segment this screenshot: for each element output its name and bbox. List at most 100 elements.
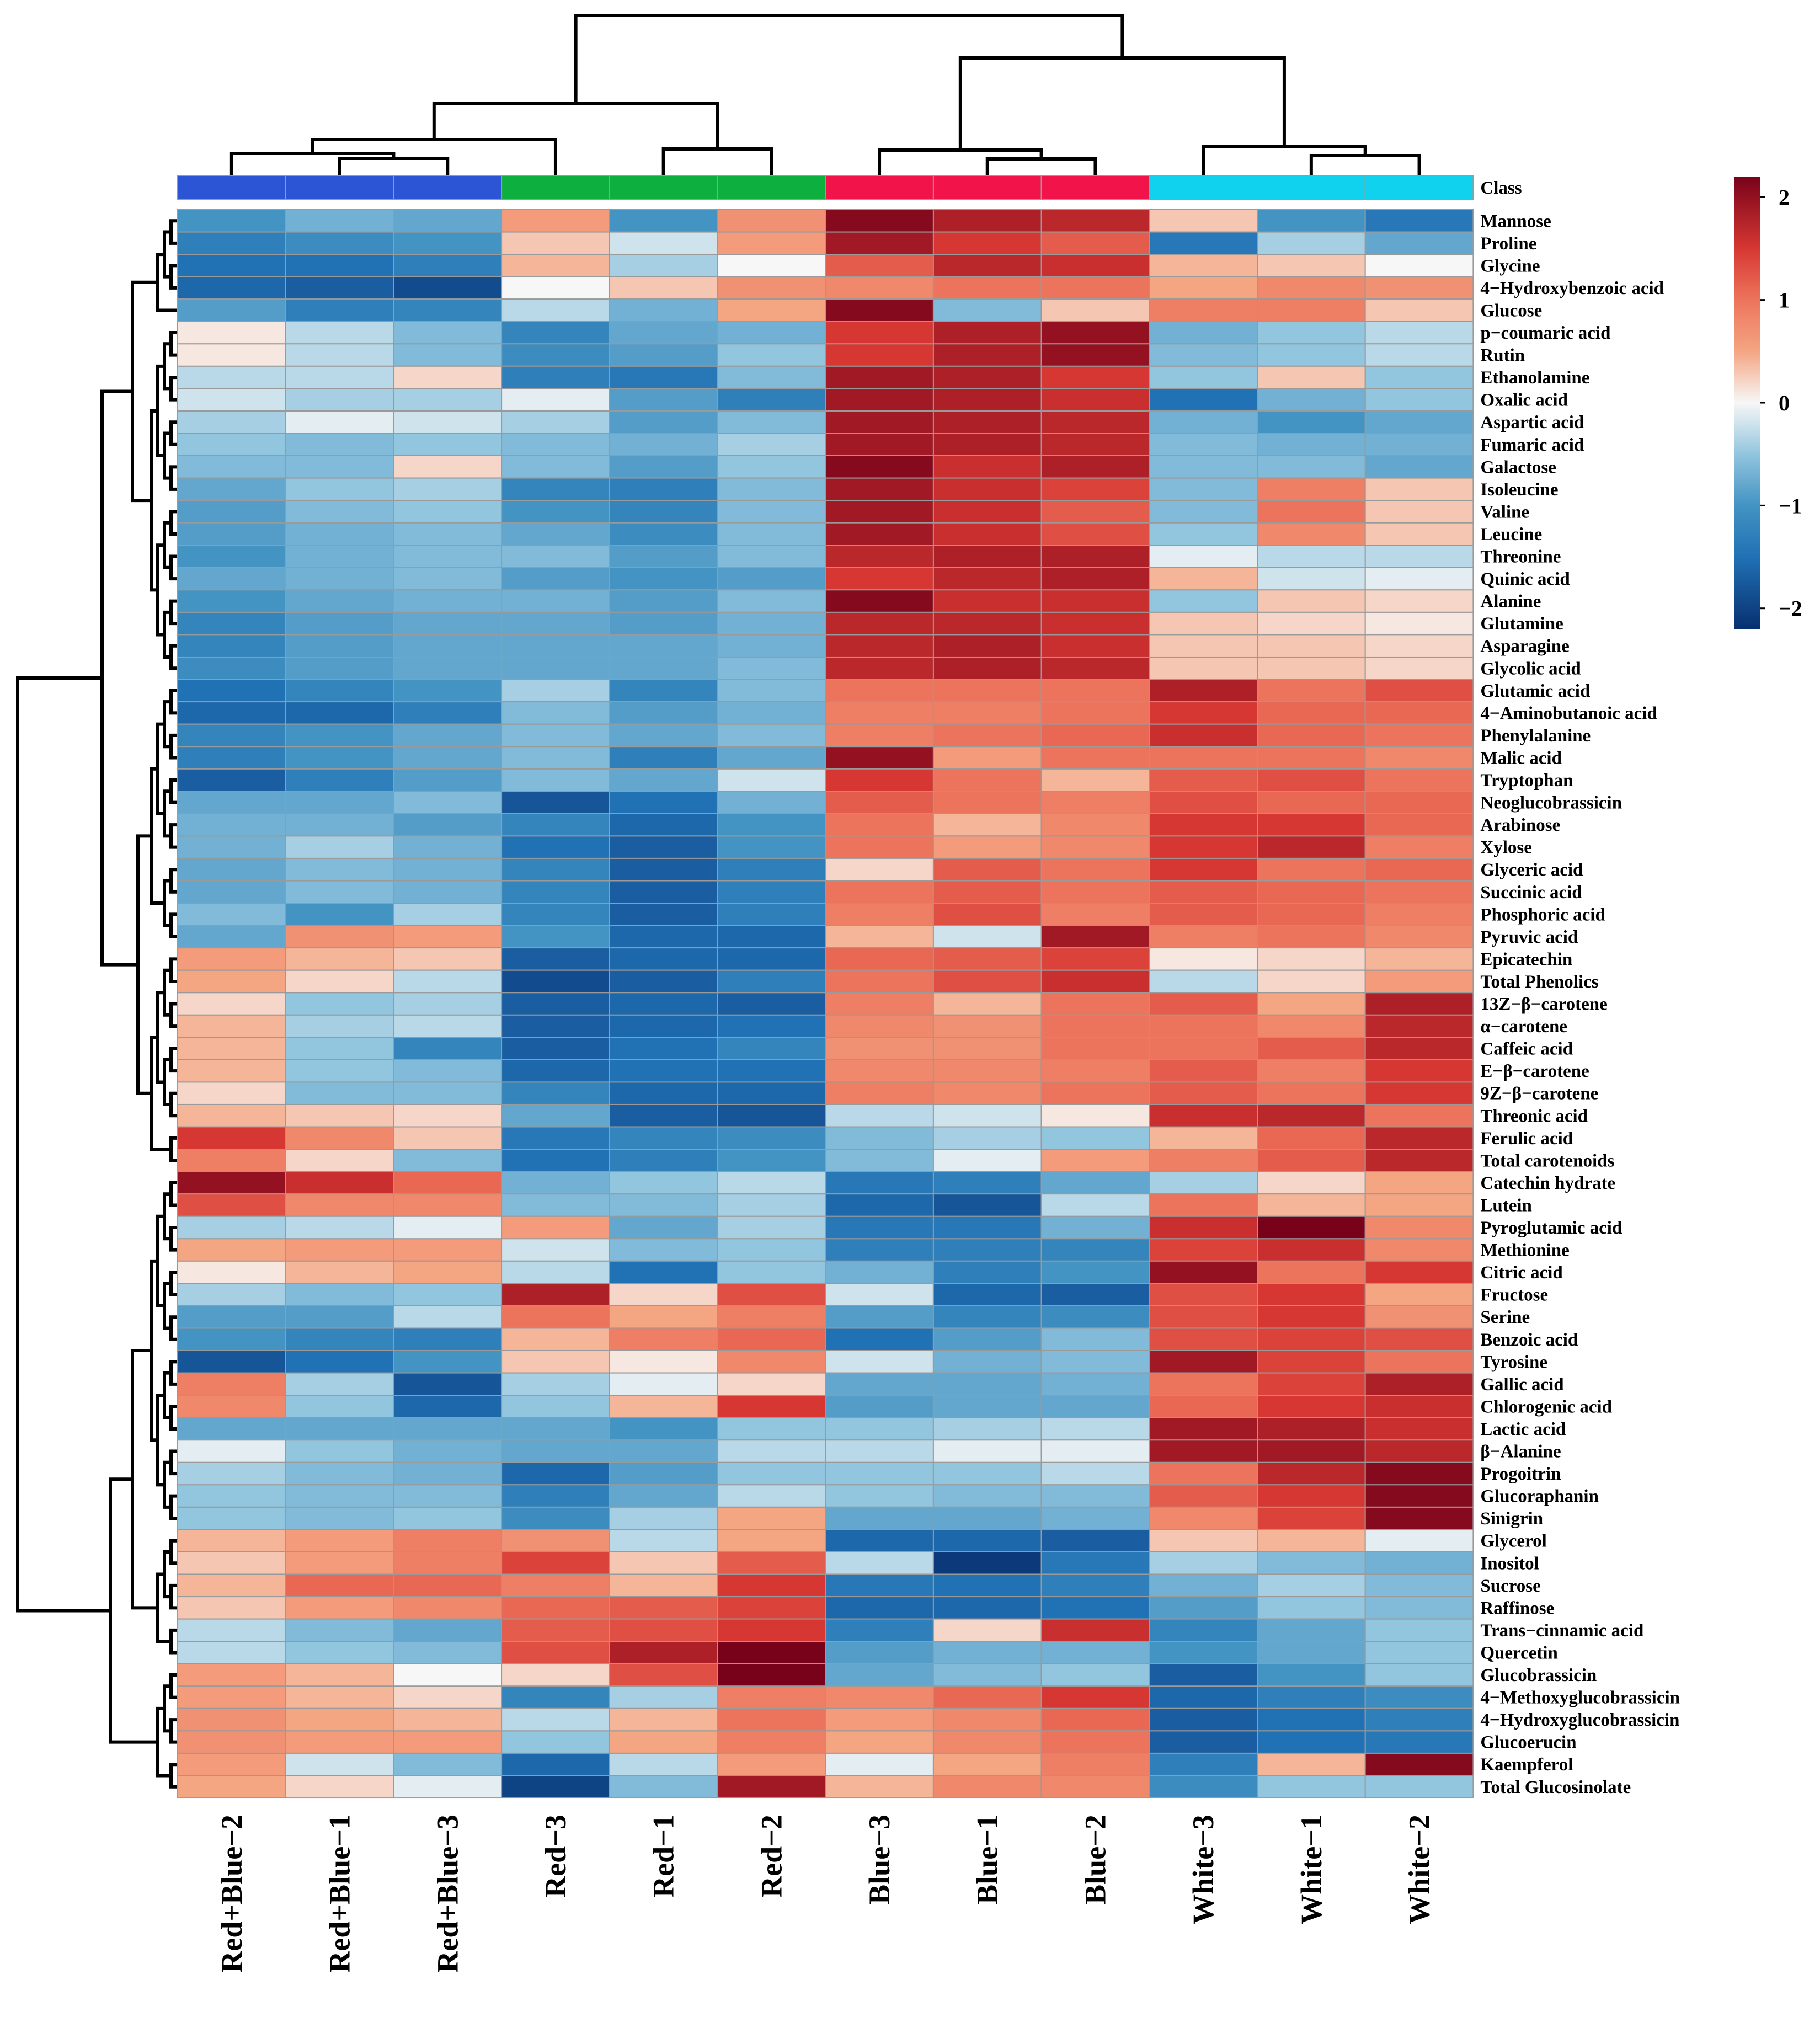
row-label-progoitrin: Progoitrin — [1480, 1464, 1561, 1484]
cell-13z-carotene-red-2 — [717, 992, 826, 1016]
row-dendrogram-branch — [169, 1539, 178, 1565]
cell-aspartic-acid-white-3 — [1149, 410, 1258, 434]
cell-p-coumaric-acid-red-3 — [501, 321, 610, 345]
cell-glucoraphanin-white-2 — [1364, 1484, 1474, 1508]
cell-alanine-red-blue-3 — [393, 589, 503, 613]
cell-catechin-hydrate-blue-2 — [1040, 1171, 1150, 1195]
cell-glucobrassicin-red-blue-2 — [177, 1663, 286, 1687]
cell-glucoraphanin-red-blue-2 — [177, 1484, 286, 1508]
cell-glycine-white-3 — [1149, 254, 1258, 277]
cell-glyceric-acid-red-3 — [501, 857, 610, 882]
cell-ethanolamine-red-blue-3 — [393, 365, 503, 389]
row-label-total-carotenoids: Total carotenoids — [1480, 1151, 1614, 1171]
cell-alanine-white-2 — [1364, 589, 1474, 613]
cell-sucrose-white-2 — [1364, 1573, 1474, 1598]
cell-4-hydroxybenzoic-acid-red-1 — [609, 276, 718, 300]
cell-succinic-acid-blue-3 — [825, 880, 934, 904]
cell-isoleucine-white-3 — [1149, 477, 1258, 501]
cell-glycine-blue-1 — [932, 254, 1042, 277]
cell-fumaric-acid-blue-2 — [1040, 433, 1150, 457]
cell-4-methoxyglucobrassicin-red-blue-3 — [393, 1685, 503, 1709]
row-dendrogram-branch — [156, 253, 178, 312]
cell-lactic-acid-blue-3 — [825, 1417, 934, 1441]
row-label-alanine: Alanine — [1480, 592, 1541, 612]
cell-lactic-acid-blue-1 — [932, 1417, 1042, 1441]
cell-glucose-red-1 — [609, 298, 718, 322]
cell-13z-carotene-blue-3 — [825, 992, 934, 1016]
cell-catechin-hydrate-red-blue-2 — [177, 1171, 286, 1195]
cell-oxalic-acid-blue-3 — [825, 388, 934, 412]
cell-chlorogenic-acid-white-2 — [1364, 1395, 1474, 1418]
cell-p-coumaric-acid-white-3 — [1149, 321, 1258, 345]
cell-sucrose-red-2 — [717, 1573, 826, 1598]
cell-epicatechin-blue-3 — [825, 947, 934, 971]
row-label-kaempferol: Kaempferol — [1480, 1755, 1573, 1775]
cell-malic-acid-red-1 — [609, 746, 718, 770]
cell-asparagine-red-blue-2 — [177, 634, 286, 658]
cell-sucrose-red-1 — [609, 1573, 718, 1598]
cell-4-methoxyglucobrassicin-red-blue-1 — [285, 1685, 394, 1709]
cell-13z-carotene-red-blue-2 — [177, 992, 286, 1016]
cell-rutin-white-2 — [1364, 343, 1474, 367]
cell-phenylalanine-blue-2 — [1040, 723, 1150, 748]
cell-threonic-acid-red-2 — [717, 1104, 826, 1128]
cell-glutamine-red-3 — [501, 611, 610, 636]
cell-quinic-acid-white-1 — [1257, 567, 1366, 591]
cell-4-methoxyglucobrassicin-red-2 — [717, 1685, 826, 1709]
cell-sucrose-red-blue-3 — [393, 1573, 503, 1598]
cell-progoitrin-white-1 — [1257, 1461, 1366, 1486]
cell-arabinose-white-1 — [1257, 813, 1366, 837]
row-label-aspartic-acid: Aspartic acid — [1480, 413, 1584, 433]
row-label-ethanolamine: Ethanolamine — [1480, 368, 1589, 388]
cell-sinigrin-red-blue-3 — [393, 1506, 503, 1530]
cell-quinic-acid-white-3 — [1149, 567, 1258, 591]
cell-alanine-blue-2 — [1040, 589, 1150, 613]
cell-carotene-red-blue-2 — [177, 1014, 286, 1038]
cell-pyroglutamic-acid-white-2 — [1364, 1215, 1474, 1240]
cell-4-aminobutanoic-acid-blue-3 — [825, 701, 934, 725]
col-dendrogram-branch — [574, 14, 1124, 104]
cell-citric-acid-white-3 — [1149, 1260, 1258, 1284]
cell-4-aminobutanoic-acid-red-1 — [609, 701, 718, 725]
cell-lutein-red-1 — [609, 1193, 718, 1217]
cell-sinigrin-blue-1 — [932, 1506, 1042, 1530]
cell-alanine-red-1 — [609, 589, 718, 613]
cell-glycerol-red-2 — [717, 1529, 826, 1552]
cell-ferulic-acid-blue-2 — [1040, 1126, 1150, 1150]
cell-succinic-acid-red-2 — [717, 880, 826, 904]
cell-lactic-acid-white-3 — [1149, 1417, 1258, 1441]
cell-ethanolamine-blue-3 — [825, 365, 934, 389]
cell-oxalic-acid-red-2 — [717, 388, 826, 412]
cell-total-phenolics-blue-3 — [825, 969, 934, 994]
row-label-pyroglutamic-acid: Pyroglutamic acid — [1480, 1218, 1622, 1238]
cell-pyruvic-acid-blue-1 — [932, 925, 1042, 949]
row-dendrogram-branch — [16, 676, 110, 1613]
cell-gallic-acid-red-blue-1 — [285, 1372, 394, 1396]
cell-phenylalanine-red-1 — [609, 723, 718, 748]
cell-lutein-red-blue-2 — [177, 1193, 286, 1217]
cell-serine-red-1 — [609, 1305, 718, 1329]
cell-9z-carotene-red-blue-3 — [393, 1081, 503, 1105]
cell-glutamine-white-1 — [1257, 611, 1366, 636]
cell-inositol-red-blue-2 — [177, 1551, 286, 1575]
cell-trans-cinnamic-acid-white-1 — [1257, 1618, 1366, 1642]
cell-leucine-red-1 — [609, 522, 718, 546]
cell-leucine-red-blue-2 — [177, 522, 286, 546]
cell-isoleucine-white-1 — [1257, 477, 1366, 501]
cell-glucoraphanin-red-2 — [717, 1484, 826, 1508]
cell-galactose-red-3 — [501, 455, 610, 479]
row-label-proline: Proline — [1480, 234, 1536, 254]
cell-lactic-acid-red-2 — [717, 1417, 826, 1441]
cell-quercetin-blue-2 — [1040, 1641, 1150, 1664]
cell-13z-carotene-red-blue-3 — [393, 992, 503, 1016]
cell-carotene-red-2 — [717, 1014, 826, 1038]
row-label-p-coumaric-acid: p−coumaric acid — [1480, 323, 1610, 343]
cell-catechin-hydrate-red-blue-1 — [285, 1171, 394, 1195]
cell-xylose-white-2 — [1364, 835, 1474, 859]
row-label-glutamine: Glutamine — [1480, 614, 1563, 634]
cell-13z-carotene-white-2 — [1364, 992, 1474, 1016]
cell-tyrosine-red-blue-2 — [177, 1350, 286, 1374]
cell-isoleucine-red-2 — [717, 477, 826, 501]
cell-asparagine-blue-1 — [932, 634, 1042, 658]
cell-ethanolamine-red-1 — [609, 365, 718, 389]
